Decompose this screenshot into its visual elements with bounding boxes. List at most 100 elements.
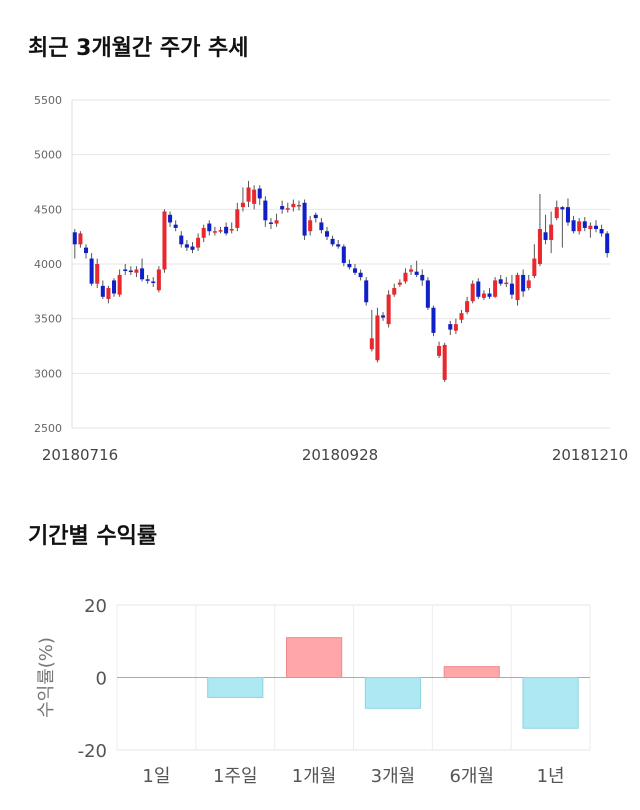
- candle: [336, 239, 341, 249]
- candle-body: [521, 274, 526, 292]
- candle-body: [453, 324, 458, 331]
- returns-y-tick-label: -20: [78, 741, 107, 762]
- candle: [386, 290, 391, 328]
- candle: [95, 258, 100, 289]
- candle: [263, 196, 268, 227]
- candle-body: [134, 269, 139, 273]
- candle: [296, 200, 301, 211]
- candle-body: [347, 264, 352, 268]
- candle: [403, 268, 408, 284]
- candle-body: [560, 207, 565, 210]
- candle: [364, 277, 369, 306]
- candle-body: [448, 324, 453, 330]
- candle-body: [487, 293, 492, 297]
- candle: [123, 264, 128, 275]
- candle-body: [224, 226, 229, 234]
- candle: [425, 277, 430, 310]
- candle: [409, 265, 414, 275]
- candle-body: [364, 280, 369, 303]
- candle-body: [156, 269, 161, 291]
- candle-body: [95, 264, 100, 284]
- candle: [235, 202, 240, 232]
- candle: [128, 266, 133, 275]
- candle-body: [515, 274, 520, 301]
- candle: [302, 199, 307, 240]
- candle-body: [549, 224, 554, 240]
- candle: [431, 305, 436, 337]
- candle-body: [308, 220, 313, 232]
- candle: [498, 274, 503, 286]
- candle-body: [392, 288, 397, 295]
- candle-body: [168, 214, 173, 223]
- candle-body: [431, 307, 436, 333]
- candle-body: [509, 283, 514, 295]
- candle: [588, 222, 593, 238]
- candle: [313, 212, 318, 223]
- candle-body: [554, 207, 559, 219]
- candle-body: [537, 229, 542, 264]
- candle-body: [588, 225, 593, 230]
- candle: [201, 224, 206, 243]
- candle-body: [476, 281, 481, 297]
- candle-body: [369, 338, 374, 350]
- candle: [117, 269, 122, 297]
- candle: [487, 288, 492, 299]
- candle-body: [285, 208, 290, 210]
- returns-title: 기간별 수익률: [28, 524, 158, 549]
- candle: [442, 342, 447, 383]
- price-trend-title: 최근 3개월간 주가 추세: [28, 36, 249, 61]
- candle-body: [173, 224, 178, 228]
- price-x-tick-label: 20180928: [302, 446, 378, 464]
- candle-body: [319, 222, 324, 231]
- candle-body: [481, 293, 486, 298]
- candle-body: [162, 211, 167, 270]
- candle-body: [212, 231, 217, 233]
- candle: [465, 296, 470, 315]
- candle: [145, 274, 150, 284]
- candle-body: [296, 204, 301, 207]
- return-bar: [285, 637, 343, 678]
- candle-body: [117, 274, 122, 295]
- candle: [291, 199, 296, 212]
- candle: [89, 253, 94, 286]
- candle-body: [190, 246, 195, 250]
- candle-body: [302, 202, 307, 236]
- candle-body: [459, 313, 464, 320]
- returns-y-label: 수익률(%): [36, 637, 57, 718]
- candle: [83, 244, 89, 259]
- candle: [156, 266, 161, 293]
- candle: [162, 209, 167, 273]
- candle-body: [375, 315, 380, 361]
- return-bar: [364, 677, 422, 709]
- candle: [369, 309, 374, 352]
- candle-body: [504, 282, 509, 285]
- price-y-ticks: 5500 5000 4500 4000 3500 3000 2500: [34, 94, 62, 435]
- candle: [577, 218, 582, 235]
- candle-body: [83, 247, 89, 254]
- returns-x-tick-label: 1일: [142, 766, 170, 787]
- candle-body: [386, 294, 391, 325]
- candle: [414, 260, 419, 278]
- returns-bars: [207, 637, 579, 729]
- candle: [526, 274, 531, 291]
- price-y-tick-label: 4000: [34, 258, 62, 271]
- candle-body: [470, 283, 475, 302]
- candle: [140, 258, 145, 282]
- returns-x-tick-label: 1년: [537, 766, 565, 787]
- candle-body: [420, 274, 425, 281]
- candle-body: [442, 344, 447, 380]
- candle: [229, 222, 234, 234]
- price-y-tick-label: 2500: [34, 422, 62, 435]
- candle: [112, 278, 117, 297]
- candle-body: [201, 227, 206, 238]
- returns-x-tick-label: 1개월: [292, 766, 337, 787]
- candle: [358, 269, 363, 281]
- candle-body: [465, 301, 470, 313]
- candle-body: [543, 232, 548, 240]
- return-bar: [443, 666, 500, 678]
- candle-body: [151, 281, 156, 283]
- price-y-tick-label: 5000: [34, 149, 62, 162]
- candle-body: [493, 280, 498, 297]
- candle-body: [72, 232, 77, 245]
- candle-body: [229, 229, 234, 231]
